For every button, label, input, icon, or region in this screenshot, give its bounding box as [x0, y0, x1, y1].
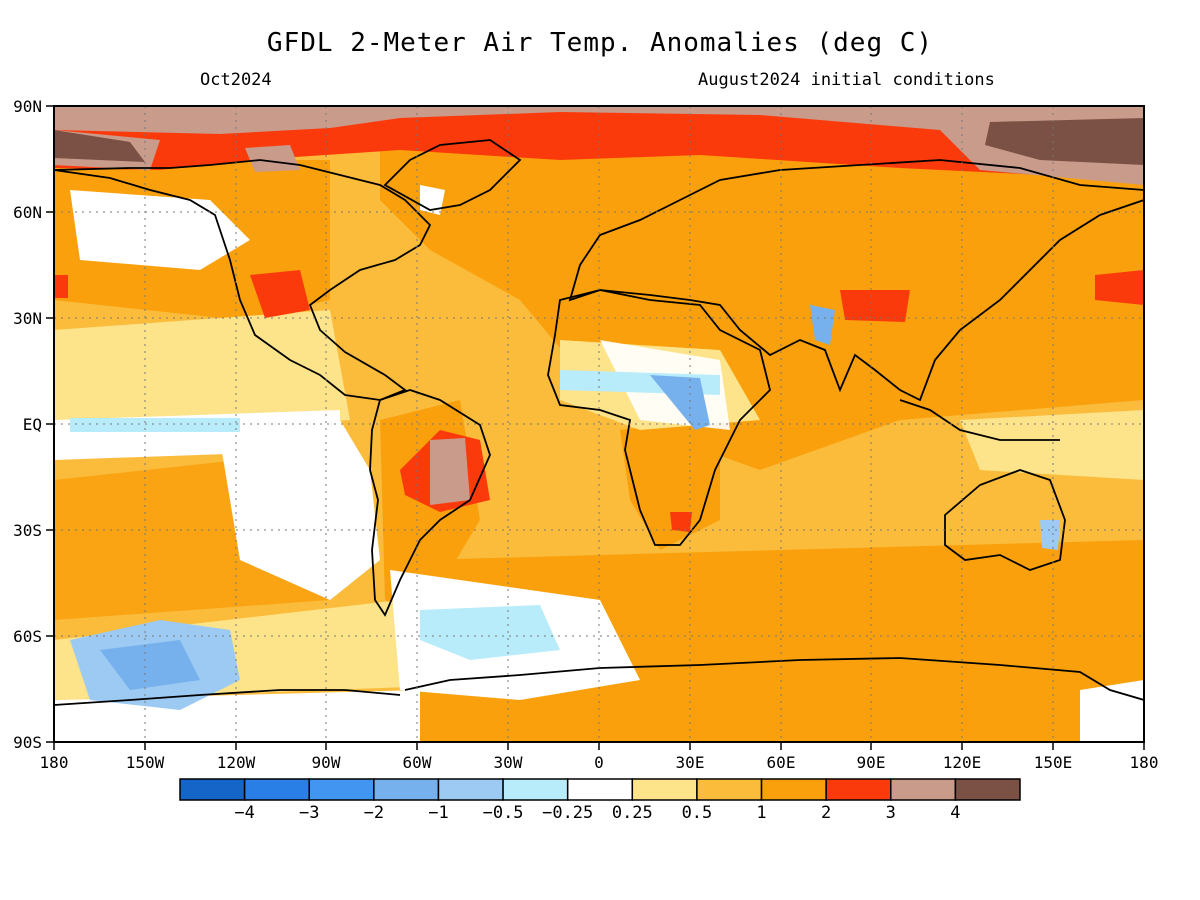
lon-label: 30W	[494, 753, 523, 772]
australia-coast	[944, 469, 1066, 571]
lon-label: 60W	[403, 753, 432, 772]
lon-label: 60E	[767, 753, 796, 772]
colorbar-swatch	[825, 778, 892, 801]
colorbar-label: −2	[364, 803, 384, 823]
colorbar-label: 0.5	[682, 803, 713, 823]
colorbar-swatch	[179, 778, 246, 801]
eurasia-coast	[568, 159, 1144, 402]
coastlines	[54, 139, 1144, 706]
colorbar-label: 1	[756, 803, 766, 823]
colorbar-swatch	[954, 778, 1021, 801]
maritime-continent-coast	[899, 399, 1060, 441]
colorbar-label: 2	[821, 803, 831, 823]
lon-label: 90E	[857, 753, 886, 772]
colorbar-swatch	[566, 778, 634, 801]
lat-label: 30S	[13, 521, 42, 540]
colorbar-swatch	[760, 778, 827, 801]
colorbar-swatch	[890, 778, 957, 801]
colorbar: −4 −3 −2 −1 −0.5 −0.25 0.25 0.5 1 2 3 4	[179, 778, 1021, 823]
lon-label: 150W	[126, 753, 165, 772]
lon-label: 90W	[312, 753, 341, 772]
lon-label: 180	[1130, 753, 1159, 772]
colorbar-swatch	[696, 778, 763, 801]
north-america-coast	[54, 159, 432, 401]
longitude-labels: 180 150W 120W 90W 60W 30W 0 30E 60E 90E …	[40, 753, 1159, 772]
colorbar-label: 4	[950, 803, 960, 823]
antarctica-coast-west	[54, 689, 401, 706]
lat-label: 30N	[13, 309, 42, 328]
colorbar-label: −0.25	[542, 803, 593, 823]
colorbar-label: 0.25	[612, 803, 653, 823]
colorbar-swatch	[308, 778, 375, 801]
forecast-month-label: Oct2024	[200, 70, 272, 90]
lat-label: EQ	[23, 415, 42, 434]
colorbar-swatch	[631, 778, 698, 801]
greenland-coast	[383, 139, 522, 211]
latitude-labels: 90N 60N 30N EQ 30S 60S 90S	[13, 97, 42, 752]
colorbar-swatch	[373, 778, 440, 801]
lon-label: 30E	[676, 753, 705, 772]
antarctica-coast	[404, 657, 1144, 701]
lat-label: 60S	[13, 627, 42, 646]
colorbar-label: 3	[886, 803, 896, 823]
lon-label: 180	[40, 753, 69, 772]
lon-label: 120W	[217, 753, 256, 772]
gridlines	[54, 106, 1144, 742]
lat-label: 90N	[13, 97, 42, 116]
lon-label: 150E	[1034, 753, 1073, 772]
colorbar-label: −3	[299, 803, 319, 823]
initial-conditions-label: August2024 initial conditions	[698, 70, 995, 90]
map-title: GFDL 2-Meter Air Temp. Anomalies (deg C)	[266, 28, 934, 58]
south-america-coast	[369, 389, 491, 617]
colorbar-label: −1	[428, 803, 448, 823]
lon-label: 120E	[943, 753, 982, 772]
colorbar-swatch	[502, 778, 569, 801]
lat-label: 90S	[13, 733, 42, 752]
africa-coast	[547, 289, 771, 546]
lon-label: 0	[594, 753, 604, 772]
axis-ticks	[46, 105, 1145, 750]
colorbar-label: −4	[234, 803, 254, 823]
colorbar-label: −0.5	[483, 803, 524, 823]
colorbar-swatch	[437, 778, 504, 801]
lat-label: 60N	[13, 203, 42, 222]
colorbar-swatch	[243, 778, 310, 801]
